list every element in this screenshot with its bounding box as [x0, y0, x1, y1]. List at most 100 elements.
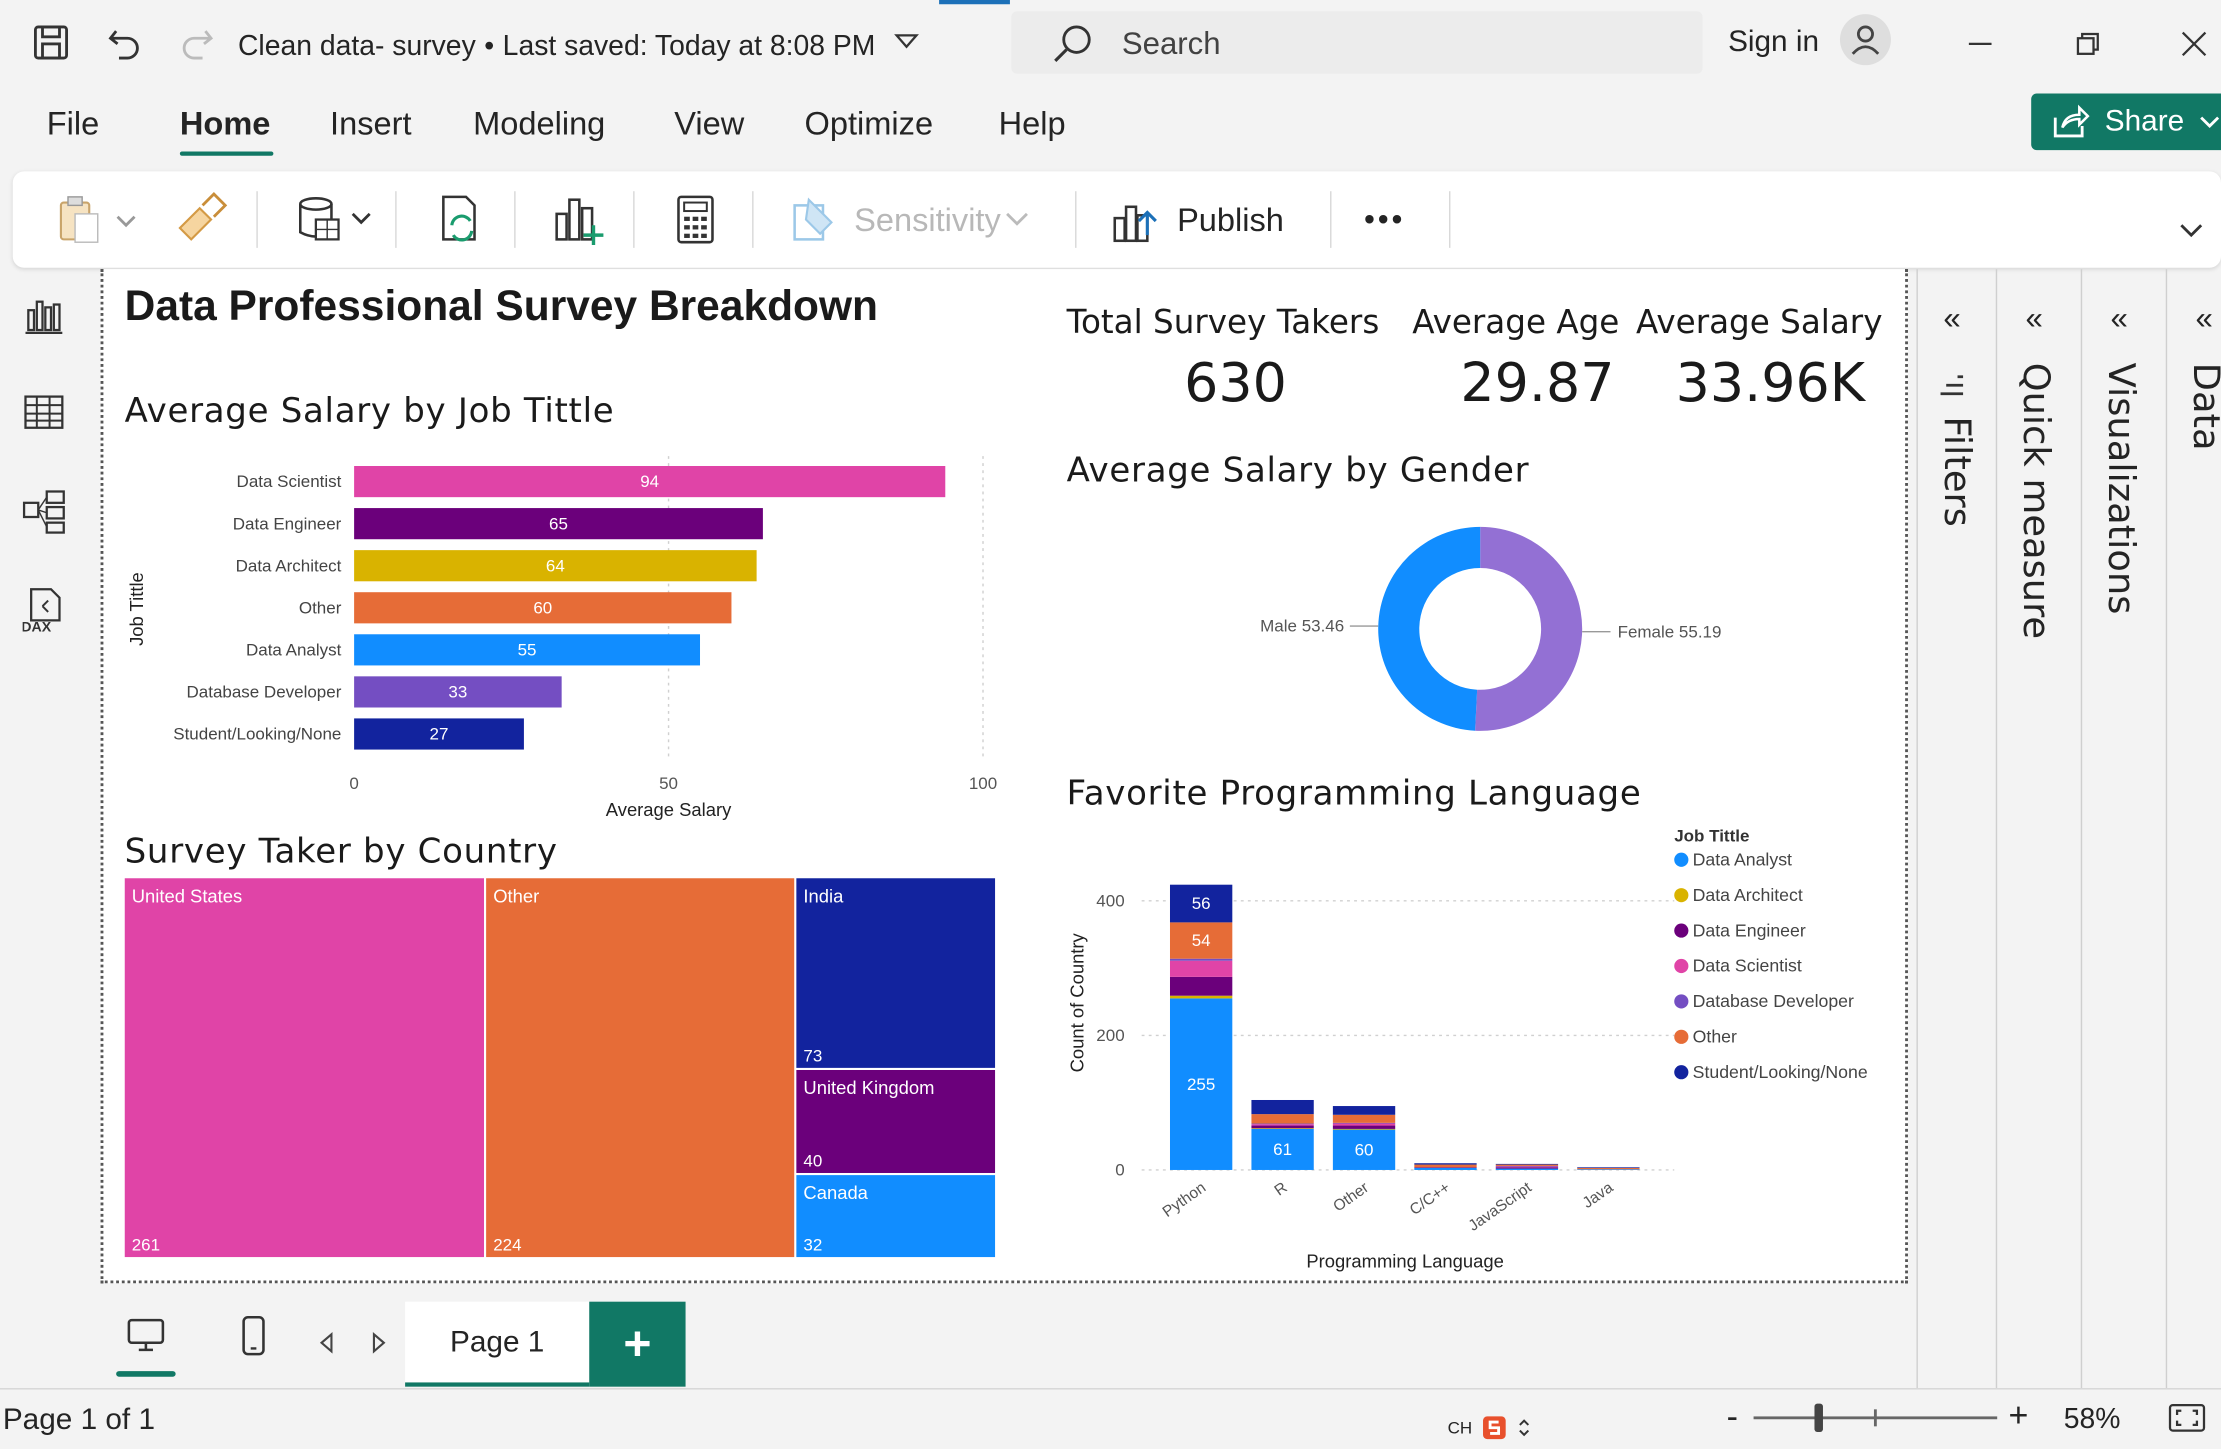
minimize-icon[interactable]	[1952, 20, 2009, 68]
stack-segment	[1495, 1167, 1559, 1169]
stack-segment	[1495, 1168, 1559, 1170]
x-tick-label: Other	[1330, 1179, 1372, 1215]
y-tick-label: 200	[1096, 1026, 1124, 1045]
data-collapse-icon[interactable]: «	[2195, 300, 2213, 336]
share-button[interactable]: Share	[2031, 93, 2221, 151]
refresh-button[interactable]	[432, 191, 489, 248]
language-stacked-chart[interactable]: 0 200 400 Count of Country 255 54 56 Python 61 R 6…	[1060, 819, 1904, 1279]
avatar-icon[interactable]	[1839, 14, 1891, 66]
document-title[interactable]: Clean data- survey • Last saved: Today at …	[238, 31, 875, 64]
paste-button[interactable]	[55, 191, 143, 248]
salary-by-job-title: Average Salary by Job Tittle	[124, 390, 615, 431]
pane-separator	[1916, 269, 1918, 1389]
legend-marker	[1674, 888, 1689, 903]
stack-segment	[1577, 1167, 1640, 1168]
zoom-level[interactable]: 58%	[2063, 1403, 2121, 1435]
ime-language: CH	[1447, 1417, 1473, 1438]
menu-insert[interactable]: Insert	[330, 104, 412, 142]
menu-bar: File Home Insert Modeling View Optimize …	[0, 88, 2221, 164]
page-indicator: Page 1 of 1	[2, 1403, 155, 1437]
menu-home[interactable]: Home	[179, 104, 271, 142]
publish-button[interactable]: Publish	[1109, 191, 1284, 248]
ribbon-separator	[395, 191, 397, 248]
pane-separator	[2165, 269, 2168, 1389]
category-label: Other	[299, 598, 342, 617]
page-tab-bar: Page 1 +	[0, 1289, 2221, 1388]
stack-segment	[1495, 1163, 1559, 1165]
data-label: 64	[546, 556, 565, 575]
previous-page-icon[interactable]	[317, 1331, 337, 1354]
bar	[354, 466, 946, 498]
menu-file[interactable]: File	[46, 104, 100, 142]
tile-label: Other	[493, 885, 539, 906]
stack-segment	[1169, 976, 1233, 996]
undo-icon[interactable]	[101, 17, 149, 68]
gender-donut-chart[interactable]: Male 53.46 Female 55.19	[1218, 513, 1756, 747]
mobile-layout-icon[interactable]	[232, 1314, 274, 1359]
salary-by-job-chart[interactable]: Data Scientist 94 Data Engineer 65 Data Arch…	[120, 453, 1027, 828]
legend-label: Database Developer	[1693, 991, 1854, 1011]
data-label: 33	[448, 683, 467, 702]
filter-icon	[1938, 374, 1964, 404]
dax-query-view-icon[interactable]: DAX	[20, 586, 68, 635]
active-tab-indicator	[179, 151, 274, 156]
quick-measure-pane[interactable]: « Quick measure	[1997, 269, 2079, 1374]
menu-help[interactable]: Help	[998, 104, 1066, 142]
close-icon[interactable]	[2166, 20, 2221, 68]
new-measure-button[interactable]	[667, 191, 724, 248]
visualizations-pane[interactable]: « Visualizations	[2082, 269, 2164, 1374]
kpi-age-value[interactable]: 29.87	[1460, 351, 1615, 414]
country-title: Survey Taker by Country	[124, 831, 558, 872]
title-separator: •	[484, 31, 495, 63]
stack-segment	[1332, 1114, 1396, 1123]
redo-icon[interactable]	[173, 17, 221, 68]
fit-to-page-icon[interactable]	[2167, 1401, 2207, 1442]
filters-collapse-icon[interactable]: «	[1943, 300, 1961, 336]
zoom-slider-thumb[interactable]	[1814, 1403, 1823, 1433]
stack-segment	[1414, 1163, 1477, 1165]
new-visual-button[interactable]	[551, 191, 608, 248]
kpi-salary-value[interactable]: 33.96K	[1675, 351, 1866, 414]
get-data-button[interactable]	[293, 191, 381, 248]
last-saved: Last saved: Today at 8:08 PM	[502, 31, 876, 63]
legend-label: Data Engineer	[1693, 920, 1806, 940]
search-input[interactable]: Search	[1011, 11, 1703, 74]
y-tick-label: 400	[1096, 892, 1124, 911]
save-icon[interactable]	[27, 17, 75, 68]
more-options-button[interactable]: •••	[1364, 201, 1406, 237]
new-visual-icon	[555, 198, 604, 246]
filters-pane[interactable]: « Filters	[1918, 269, 1994, 1374]
add-page-button[interactable]: +	[589, 1301, 686, 1387]
kpi-salary-label: Average Salary	[1635, 304, 1883, 342]
sign-in-link[interactable]: Sign in	[1728, 25, 1820, 59]
ribbon-collapse-icon[interactable]	[2177, 203, 2205, 260]
restore-icon[interactable]	[2060, 20, 2117, 68]
tile-value: 224	[493, 1236, 521, 1255]
menu-modeling[interactable]: Modeling	[473, 104, 606, 142]
tab-page-1[interactable]: Page 1	[405, 1301, 590, 1387]
zoom-out-button[interactable]: -	[1726, 1398, 1738, 1437]
title-dropdown-icon[interactable]	[894, 31, 919, 61]
desktop-layout-icon[interactable]	[125, 1314, 167, 1356]
quick-measure-collapse-icon[interactable]: «	[2025, 300, 2043, 336]
report-view-icon[interactable]	[20, 292, 68, 340]
model-view-icon[interactable]	[20, 487, 68, 535]
menu-optimize[interactable]: Optimize	[804, 104, 934, 142]
country-treemap[interactable]: United States 261 Other 224 India 73 United Ki…	[124, 878, 998, 1259]
publish-label: Publish	[1177, 200, 1284, 238]
fav-language-title: Favorite Programming Language	[1066, 773, 1642, 814]
ime-indicator[interactable]: CH	[1448, 1412, 1556, 1443]
stack-segment	[1169, 960, 1233, 977]
menu-view[interactable]: View	[674, 104, 745, 142]
data-pane[interactable]: « Data	[2167, 269, 2221, 1374]
stack-segment	[1495, 1166, 1559, 1168]
format-painter-button[interactable]	[171, 191, 228, 248]
next-page-icon[interactable]	[368, 1331, 388, 1354]
zoom-in-button[interactable]: +	[2008, 1396, 2029, 1435]
y-axis-title: Job Tittle	[126, 572, 147, 646]
table-view-icon[interactable]	[20, 388, 68, 436]
visualizations-collapse-icon[interactable]: «	[2110, 300, 2128, 336]
database-icon	[299, 197, 371, 241]
kpi-total-value[interactable]: 630	[1184, 351, 1287, 414]
